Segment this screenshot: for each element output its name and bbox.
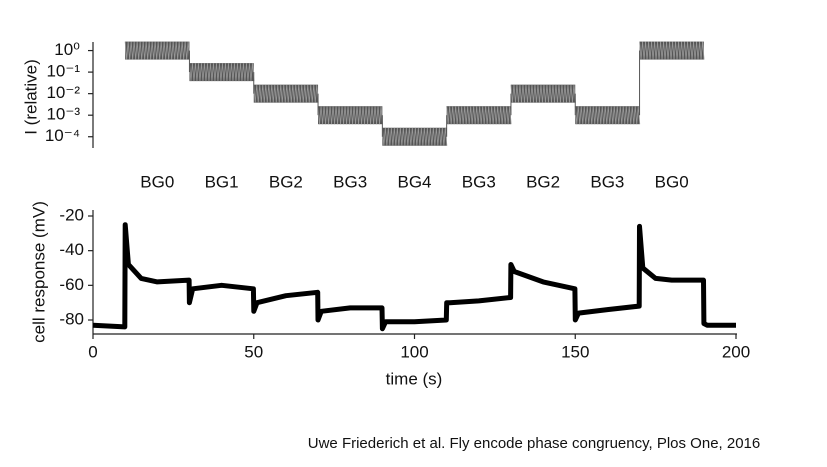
stimulus-texture <box>381 127 448 146</box>
category-label: BG3 <box>462 172 496 191</box>
y-tick-label: 10⁻³ <box>46 105 80 124</box>
category-label: BG1 <box>205 172 239 191</box>
stimulus-texture <box>639 41 705 60</box>
y-tick-label: -40 <box>59 240 84 259</box>
stimulus-texture <box>574 106 641 125</box>
stimulus-texture <box>124 41 191 60</box>
y-tick-label: -20 <box>59 205 84 224</box>
y-tick-label: 10⁻⁴ <box>45 126 80 145</box>
x-tick-label: 50 <box>244 342 263 361</box>
stimulus-texture <box>253 84 319 103</box>
category-label: BG4 <box>397 172 431 191</box>
y-tick-label: 10⁻¹ <box>46 62 80 81</box>
stimulus-texture <box>446 106 512 125</box>
x-tick-label: 0 <box>88 342 97 361</box>
x-axis-label: time (s) <box>386 369 443 388</box>
category-label: BG0 <box>140 172 174 191</box>
stimulus-texture <box>510 84 576 103</box>
category-label: BG2 <box>269 172 303 191</box>
y-tick-label: 10⁰ <box>54 40 80 59</box>
y-tick-label: -60 <box>59 275 84 294</box>
category-label: BG3 <box>590 172 624 191</box>
stimulus-texture <box>317 106 383 125</box>
category-label: BG0 <box>655 172 689 191</box>
response-trace <box>92 222 736 332</box>
y-axis-label: I (relative) <box>21 59 40 135</box>
x-tick-label: 150 <box>561 342 589 361</box>
y-axis-label: cell response (mV) <box>29 201 48 343</box>
x-tick-label: 200 <box>722 342 750 361</box>
stimulus-texture <box>189 63 255 82</box>
x-tick-label: 100 <box>400 342 428 361</box>
y-tick-label: 10⁻² <box>46 83 80 102</box>
y-tick-label: -80 <box>59 309 84 328</box>
category-label: BG2 <box>526 172 560 191</box>
caption: Uwe Friederich et al. Fly encode phase c… <box>308 435 760 452</box>
category-label: BG3 <box>333 172 367 191</box>
